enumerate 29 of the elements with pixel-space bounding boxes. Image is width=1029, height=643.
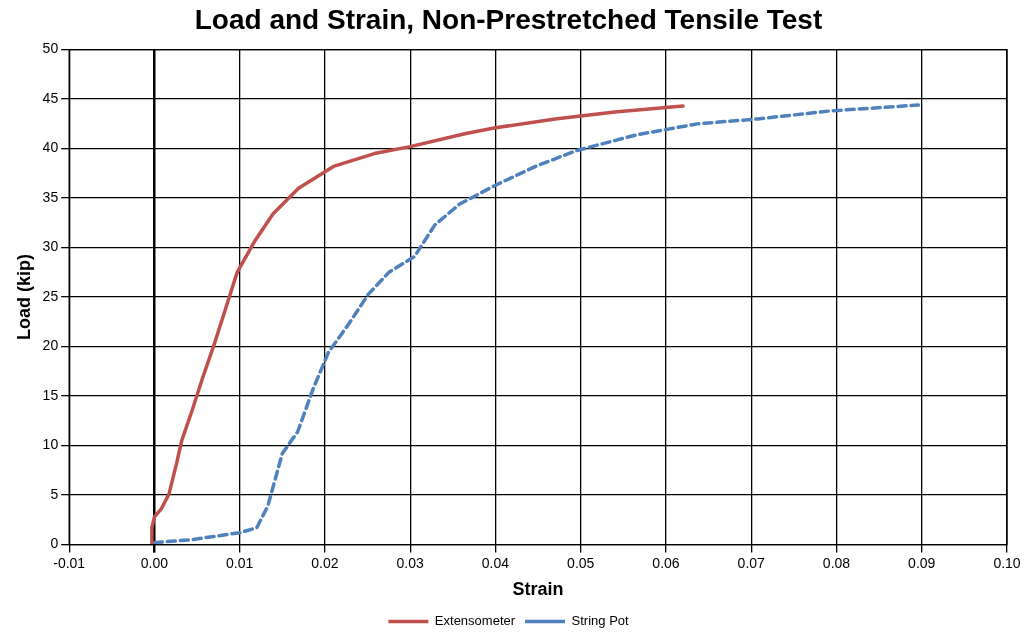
x-tick-label: -0.01 — [53, 554, 86, 571]
y-tick-label: 50 — [42, 40, 59, 57]
x-tick-label: 0.04 — [481, 554, 510, 571]
y-tick-label: 30 — [42, 238, 59, 255]
y-tick-label: 35 — [42, 188, 59, 205]
chart-title: Load and Strain, Non-Prestretched Tensile Test — [194, 3, 823, 35]
y-tick-label: 45 — [42, 89, 59, 106]
y-tick-label: 10 — [42, 436, 59, 453]
line-series — [152, 103, 921, 545]
x-tick-label: 0.09 — [908, 554, 936, 571]
x-tick-label: 0.03 — [396, 554, 425, 571]
x-axis-title: Strain — [512, 579, 564, 600]
x-tick-label: 0.00 — [140, 554, 169, 571]
x-tick-label: 0.08 — [822, 554, 851, 571]
x-tick-label: 0.10 — [993, 554, 1021, 571]
x-tick-label: 0.06 — [652, 554, 680, 571]
x-tick-label: 0.01 — [226, 554, 254, 571]
y-tick-label: 15 — [42, 386, 59, 403]
y-tick-label: 40 — [42, 139, 59, 156]
legend-label: String Pot — [571, 613, 630, 629]
y-tick-label: 5 — [50, 485, 59, 502]
y-tick-label: 25 — [42, 287, 59, 304]
y-tick-label: 20 — [42, 337, 59, 354]
x-tick-label: 0.05 — [567, 554, 595, 571]
y-tick-label: 0 — [50, 535, 59, 552]
x-tick-label: 0.07 — [737, 554, 766, 571]
y-axis-title: Load (kip) — [13, 254, 34, 341]
x-tick-label: 0.02 — [311, 554, 339, 571]
legend-label: Extensometer — [434, 613, 516, 629]
